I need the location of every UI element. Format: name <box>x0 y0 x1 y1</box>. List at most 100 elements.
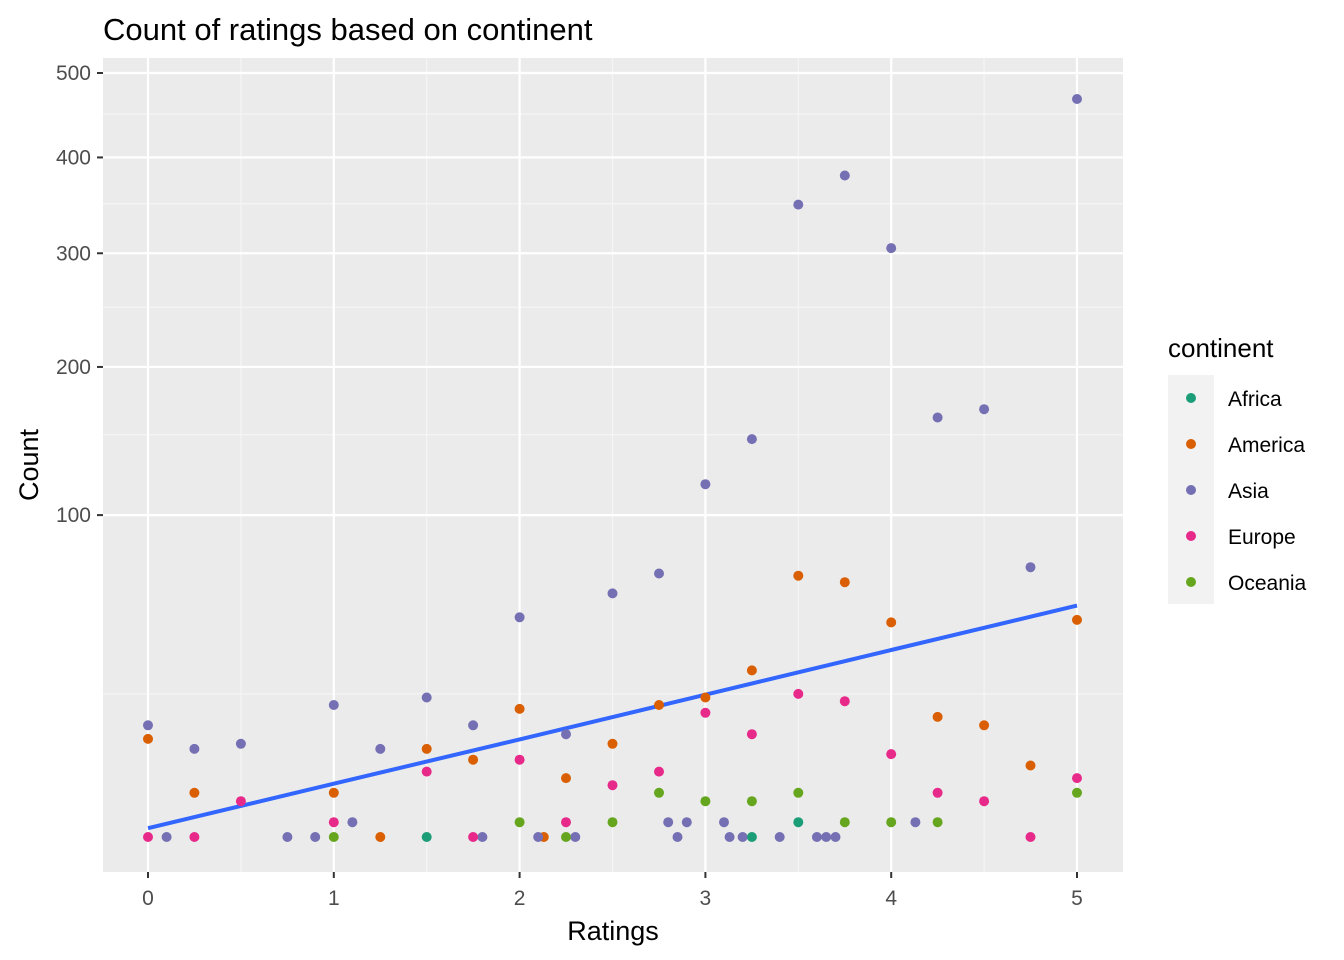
data-point <box>607 817 618 828</box>
data-point <box>235 796 246 807</box>
data-point <box>681 817 692 828</box>
y-tick-label: 300 <box>56 242 91 265</box>
data-point <box>774 832 785 842</box>
legend-items: Africa America Asia Europe Oceania <box>1186 388 1307 595</box>
data-point <box>932 787 943 798</box>
data-point <box>700 796 711 807</box>
legend-label: America <box>1228 434 1305 457</box>
legend-key <box>1186 577 1196 587</box>
data-points-layer <box>143 94 1082 842</box>
data-point <box>700 707 711 718</box>
series-america <box>143 570 1082 842</box>
trend-line <box>147 603 1078 831</box>
legend-key <box>1186 531 1196 541</box>
data-point <box>839 577 850 588</box>
data-point <box>310 832 321 842</box>
data-point <box>468 832 479 842</box>
legend-label: Asia <box>1228 480 1269 503</box>
data-point <box>886 243 897 254</box>
major-gridlines <box>103 58 1123 872</box>
data-point <box>328 817 339 828</box>
data-point <box>189 787 200 798</box>
data-point <box>1072 773 1082 784</box>
x-tick-label: 5 <box>1071 887 1083 910</box>
legend-label: Africa <box>1228 388 1282 411</box>
data-point <box>282 832 293 842</box>
data-point <box>724 832 735 842</box>
data-point <box>700 479 711 490</box>
data-point <box>793 817 804 828</box>
legend-key <box>1186 439 1196 449</box>
data-point <box>746 665 757 676</box>
y-axis: 100 200 300 400 500 <box>56 62 103 527</box>
data-point <box>1072 94 1082 104</box>
y-tick-label: 200 <box>56 356 91 379</box>
data-point <box>143 832 153 842</box>
data-point <box>468 754 479 765</box>
data-point <box>533 832 544 842</box>
data-point <box>328 832 339 842</box>
x-tick-label: 2 <box>514 887 526 910</box>
data-point <box>468 720 479 731</box>
y-tick-label: 100 <box>56 504 91 527</box>
data-point <box>375 832 386 842</box>
data-point <box>1025 760 1036 771</box>
data-point <box>561 729 571 740</box>
data-point <box>421 766 432 777</box>
data-point <box>161 832 172 842</box>
series-oceania <box>328 787 1082 842</box>
y-tick-label: 400 <box>56 146 91 169</box>
data-point <box>570 832 581 842</box>
data-point <box>514 817 525 828</box>
minor-gridlines <box>103 58 1123 872</box>
x-axis-title: Ratings <box>567 916 659 946</box>
legend: continent Africa America Asia Europe Oceania <box>1168 333 1307 604</box>
data-point <box>700 692 711 703</box>
data-point <box>189 832 200 842</box>
data-point <box>886 749 897 760</box>
data-point <box>375 743 386 754</box>
data-point <box>746 434 757 445</box>
data-point <box>421 832 432 842</box>
x-tick-label: 3 <box>700 887 712 910</box>
data-point <box>1072 614 1082 625</box>
data-point <box>830 832 841 842</box>
data-point <box>839 817 850 828</box>
x-tick-label: 0 <box>142 887 154 910</box>
data-point <box>886 617 897 628</box>
data-point <box>839 170 850 181</box>
data-point <box>514 703 525 714</box>
legend-key <box>1186 393 1196 403</box>
data-point <box>654 766 664 777</box>
data-point <box>607 588 618 599</box>
data-point <box>811 832 822 842</box>
x-axis: 0 1 2 3 4 5 <box>142 872 1083 910</box>
y-tick-label: 500 <box>56 62 91 85</box>
data-point <box>421 692 432 703</box>
data-point <box>477 832 488 842</box>
data-point <box>821 832 832 842</box>
data-point <box>979 796 990 807</box>
chart-title: Count of ratings based on continent <box>103 12 593 47</box>
x-tick-label: 1 <box>328 887 340 910</box>
data-point <box>654 568 664 579</box>
data-point <box>793 688 804 699</box>
data-point <box>932 711 943 722</box>
y-axis-title: Count <box>14 428 44 501</box>
data-point <box>607 780 618 791</box>
trend-line-layer <box>147 603 1078 831</box>
data-point <box>328 700 339 710</box>
data-point <box>910 817 921 828</box>
series-africa <box>421 817 804 842</box>
data-point <box>514 754 525 765</box>
data-point <box>979 720 990 731</box>
data-point <box>143 733 153 744</box>
legend-key <box>1186 485 1196 495</box>
data-point <box>737 832 748 842</box>
data-point <box>746 729 757 740</box>
data-point <box>886 817 897 828</box>
data-point <box>1025 562 1036 573</box>
data-point <box>514 612 525 623</box>
data-point <box>1072 787 1082 798</box>
